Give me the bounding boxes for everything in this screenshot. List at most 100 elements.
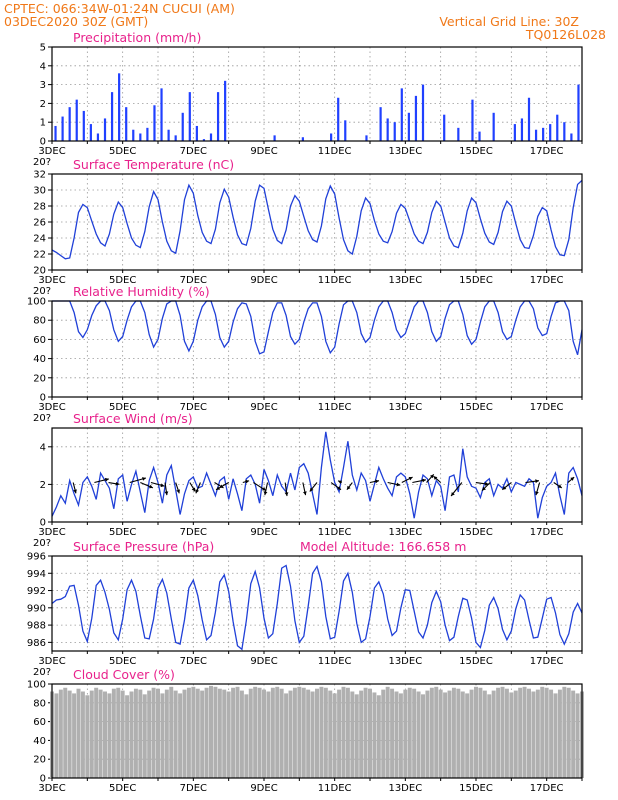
cloud-cover-bar bbox=[487, 694, 492, 778]
cloud-cover-bar bbox=[226, 691, 231, 778]
precip-bar bbox=[273, 135, 276, 141]
wind-arrow bbox=[242, 479, 250, 484]
cloud-cover-bar bbox=[98, 689, 103, 778]
wind-arrow-head bbox=[191, 487, 196, 492]
cloud-cover-bar bbox=[204, 687, 209, 778]
y-tick-label: 992 bbox=[27, 586, 46, 597]
wind-arrow-head bbox=[451, 492, 455, 496]
cloud-cover-bar bbox=[518, 687, 523, 778]
y-tick-label: 0 bbox=[40, 137, 46, 148]
precip-bar bbox=[174, 135, 177, 141]
wind-arrow-head bbox=[535, 491, 539, 496]
cloud-cover-bar bbox=[266, 691, 271, 778]
panels: 0 1 2 3 4 5 3DEC 5DEC 7DEC 9DEC 11DEC 13DEC 15DEC 17D… bbox=[27, 30, 584, 794]
x-tick-label: 9DEC bbox=[250, 783, 277, 794]
cloud-cover-bar bbox=[129, 691, 134, 778]
x-tick-label: 5DEC bbox=[109, 783, 136, 794]
panel-3 bbox=[48, 300, 583, 400]
x-tick-label: 17DEC bbox=[530, 146, 564, 157]
cloud-cover-bar bbox=[478, 687, 483, 778]
cloud-cover-bar bbox=[297, 686, 302, 778]
panel-6 bbox=[48, 683, 584, 781]
cloud-cover-bar bbox=[482, 690, 487, 778]
panel-2 bbox=[48, 173, 583, 273]
panel-frame bbox=[51, 555, 583, 652]
cloud-cover-bar bbox=[345, 687, 350, 778]
precip-bar bbox=[443, 114, 446, 141]
x-tick-label: 17DEC bbox=[530, 527, 564, 538]
cloud-cover-bar bbox=[354, 694, 359, 778]
x-tick-label: 15DEC bbox=[459, 783, 493, 794]
cloud-cover-bar bbox=[284, 693, 289, 778]
x-tick-label: 3DEC bbox=[38, 146, 65, 157]
wind-arrow-head bbox=[216, 486, 221, 490]
y-tick-label: 28 bbox=[33, 202, 46, 213]
wind-arrow-head bbox=[570, 477, 575, 481]
x-tick-label: 9DEC bbox=[250, 402, 277, 413]
precip-bar bbox=[365, 135, 368, 141]
x-tick-label: 3DEC bbox=[38, 656, 65, 667]
y-tick-label: 4 bbox=[40, 61, 46, 72]
cloud-cover-bar bbox=[306, 689, 311, 778]
x-tick-label: 7DEC bbox=[180, 656, 207, 667]
wind-arrow bbox=[387, 481, 401, 487]
panel-1 bbox=[48, 46, 583, 144]
precip-bar bbox=[492, 112, 495, 141]
cloud-cover-bar bbox=[186, 687, 191, 778]
y-tick-label: 2 bbox=[40, 480, 46, 491]
wind-arrow-head bbox=[284, 492, 289, 496]
cloud-cover-bar bbox=[89, 690, 94, 778]
wind-arrow-head bbox=[142, 477, 146, 481]
wind-arrow bbox=[346, 482, 353, 491]
wind-arrow bbox=[263, 482, 269, 496]
cloud-cover-bar bbox=[513, 690, 518, 778]
wind-arrow bbox=[567, 476, 575, 483]
wind-arrow bbox=[433, 475, 442, 483]
x-tick-label: 5DEC bbox=[109, 146, 136, 157]
cloud-cover-bar bbox=[253, 686, 258, 778]
precip-bar bbox=[344, 120, 347, 141]
x-tick-label: 15DEC bbox=[459, 146, 493, 157]
x-tick-label-year: 20? bbox=[33, 538, 51, 549]
wind-arrow-head bbox=[245, 479, 250, 484]
panel-subtitle: Model Altitude: 166.658 m bbox=[300, 539, 466, 554]
cloud-cover-bar bbox=[301, 687, 306, 778]
series-line bbox=[52, 300, 583, 356]
cloud-cover-bar bbox=[363, 687, 368, 778]
panel-4 bbox=[48, 427, 583, 525]
cloud-cover-bar bbox=[116, 687, 121, 778]
x-tick-label: 7DEC bbox=[180, 783, 207, 794]
precip-bar bbox=[146, 127, 149, 141]
cloud-cover-bar bbox=[535, 689, 540, 778]
y-tick-label: 100 bbox=[27, 297, 46, 308]
wind-arrow-head bbox=[337, 486, 341, 490]
cloud-cover-bar bbox=[451, 687, 456, 778]
cloud-cover-bar bbox=[248, 688, 253, 778]
wind-arrow bbox=[164, 482, 169, 496]
cloud-cover-bar bbox=[465, 693, 470, 778]
cloud-cover-bar bbox=[544, 687, 549, 778]
y-tick-label: 30 bbox=[33, 186, 46, 197]
y-tick-label: 0 bbox=[40, 774, 46, 785]
cloud-cover-bar bbox=[111, 688, 116, 778]
x-tick-label-year: 20? bbox=[33, 157, 51, 168]
cloud-cover-bar bbox=[337, 689, 342, 778]
x-tick-label: 13DEC bbox=[388, 783, 422, 794]
wind-arrow bbox=[481, 482, 491, 492]
precip-bar bbox=[407, 112, 410, 141]
cloud-cover-bar bbox=[500, 686, 505, 778]
cloud-cover-bar bbox=[350, 691, 355, 778]
wind-arrow-head bbox=[375, 479, 379, 484]
x-tick-label: 7DEC bbox=[180, 146, 207, 157]
y-tick-label: 80 bbox=[33, 316, 46, 327]
x-tick-label: 17DEC bbox=[530, 275, 564, 286]
precip-bar bbox=[68, 107, 71, 141]
y-tick-label: 22 bbox=[33, 250, 46, 261]
precip-bar bbox=[89, 124, 92, 141]
precip-bar bbox=[570, 133, 573, 141]
x-tick-label: 11DEC bbox=[318, 527, 352, 538]
precip-bar bbox=[96, 133, 100, 141]
cloud-cover-bar bbox=[231, 687, 236, 778]
header-station: CPTEC: 066:34W-01:24N CUCUI (AM) bbox=[4, 1, 235, 16]
cloud-cover-bar bbox=[527, 688, 531, 778]
